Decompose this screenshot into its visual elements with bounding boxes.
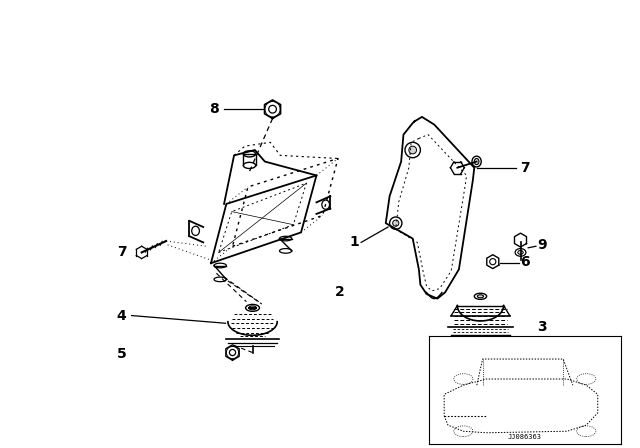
Text: 5: 5: [116, 347, 127, 361]
Ellipse shape: [243, 151, 255, 157]
Text: 9: 9: [538, 238, 547, 252]
Ellipse shape: [246, 304, 259, 311]
Ellipse shape: [474, 159, 479, 165]
Ellipse shape: [249, 306, 257, 310]
Circle shape: [490, 258, 496, 265]
Ellipse shape: [192, 226, 200, 236]
Text: 3: 3: [538, 320, 547, 334]
Circle shape: [390, 217, 402, 229]
Text: 8: 8: [209, 102, 219, 116]
Text: 7: 7: [117, 246, 127, 259]
Ellipse shape: [472, 156, 481, 167]
Ellipse shape: [515, 249, 526, 256]
Text: 1: 1: [349, 235, 359, 250]
Circle shape: [477, 351, 484, 357]
Text: 7: 7: [520, 161, 530, 175]
Ellipse shape: [280, 249, 292, 253]
Text: 2: 2: [335, 285, 344, 299]
Circle shape: [269, 105, 276, 113]
Ellipse shape: [322, 200, 330, 209]
Text: 5: 5: [520, 351, 531, 365]
Text: JJ086363: JJ086363: [508, 435, 542, 440]
Circle shape: [405, 142, 420, 158]
Circle shape: [409, 146, 417, 154]
Circle shape: [393, 220, 399, 226]
Ellipse shape: [280, 236, 292, 241]
Ellipse shape: [477, 295, 484, 298]
Ellipse shape: [474, 293, 486, 299]
Ellipse shape: [243, 162, 255, 168]
Ellipse shape: [214, 277, 227, 282]
Text: 4: 4: [116, 309, 127, 323]
Ellipse shape: [518, 250, 523, 254]
Circle shape: [230, 349, 236, 356]
Ellipse shape: [214, 263, 227, 268]
Text: 6: 6: [520, 254, 530, 269]
